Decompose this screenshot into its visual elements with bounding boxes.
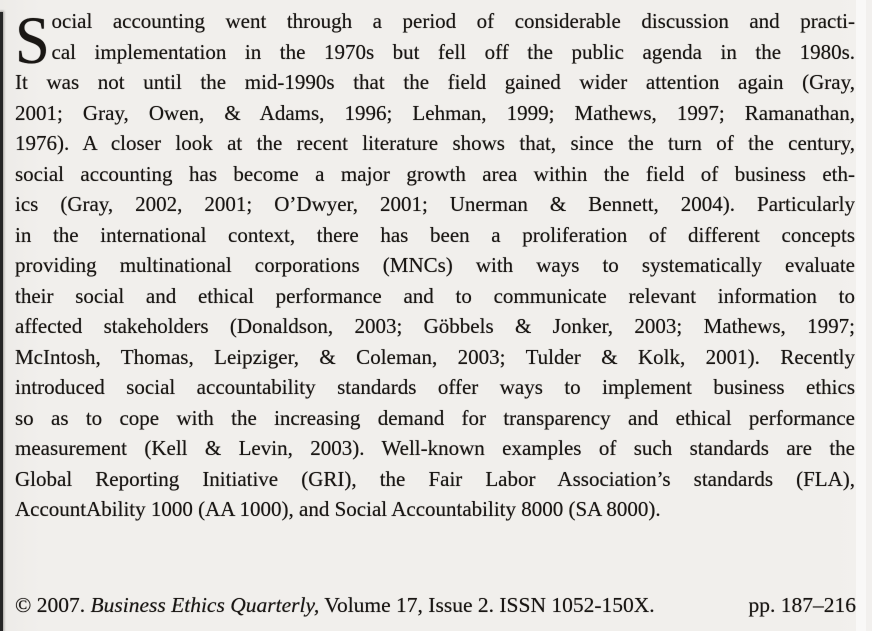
text-line: measurement (Kell & Levin, 2003). Well-k… bbox=[15, 436, 855, 460]
text-line: AccountAbility 1000 (AA 1000), and Socia… bbox=[15, 497, 661, 521]
text-line: McIntosh, Thomas, Leipziger, & Coleman, … bbox=[15, 344, 855, 369]
drop-cap-letter: S bbox=[15, 2, 50, 78]
journal-footer: © 2007. Business Ethics Quarterly, Volum… bbox=[15, 592, 856, 618]
text-line: 2001; Gray, Owen, & Adams, 1996; Lehman,… bbox=[15, 100, 855, 125]
text-line: introduced social accountability standar… bbox=[15, 375, 855, 399]
body-paragraph: S ocial accounting went through a period… bbox=[15, 6, 855, 525]
text-line: social accounting has become a major gro… bbox=[15, 161, 855, 186]
text-line: in the international context, there has … bbox=[15, 222, 855, 247]
scan-border-left bbox=[0, 12, 3, 631]
journal-title: Business Ethics Quarterly, bbox=[90, 593, 320, 617]
issue-info: Volume 17, Issue 2. ISSN 1052-150X. bbox=[319, 593, 655, 617]
scan-border-right bbox=[856, 0, 866, 631]
copyright-text: © 2007. bbox=[15, 593, 91, 617]
text-line: 1976). A closer look at the recent liter… bbox=[15, 131, 855, 155]
text-line: affected stakeholders (Donaldson, 2003; … bbox=[15, 314, 855, 338]
text-line: providing multinational corporations (MN… bbox=[15, 253, 855, 277]
text-line: Global Reporting Initiative (GRI), the F… bbox=[15, 466, 855, 491]
text-line: It was not until the mid-1990s that the … bbox=[15, 70, 855, 94]
text-line: cal implementation in the 1970s but fell… bbox=[51, 39, 856, 64]
page-range: pp. 187–216 bbox=[748, 593, 857, 617]
text-line: ics (Gray, 2002, 2001; O’Dwyer, 2001; Un… bbox=[15, 192, 855, 216]
citation-line: © 2007. Business Ethics Quarterly, Volum… bbox=[15, 592, 655, 618]
text-line: ocial accounting went through a period o… bbox=[51, 9, 856, 33]
text-line: their social and ethical performance and… bbox=[15, 283, 855, 308]
text-line: so as to cope with the increasing demand… bbox=[15, 405, 855, 430]
